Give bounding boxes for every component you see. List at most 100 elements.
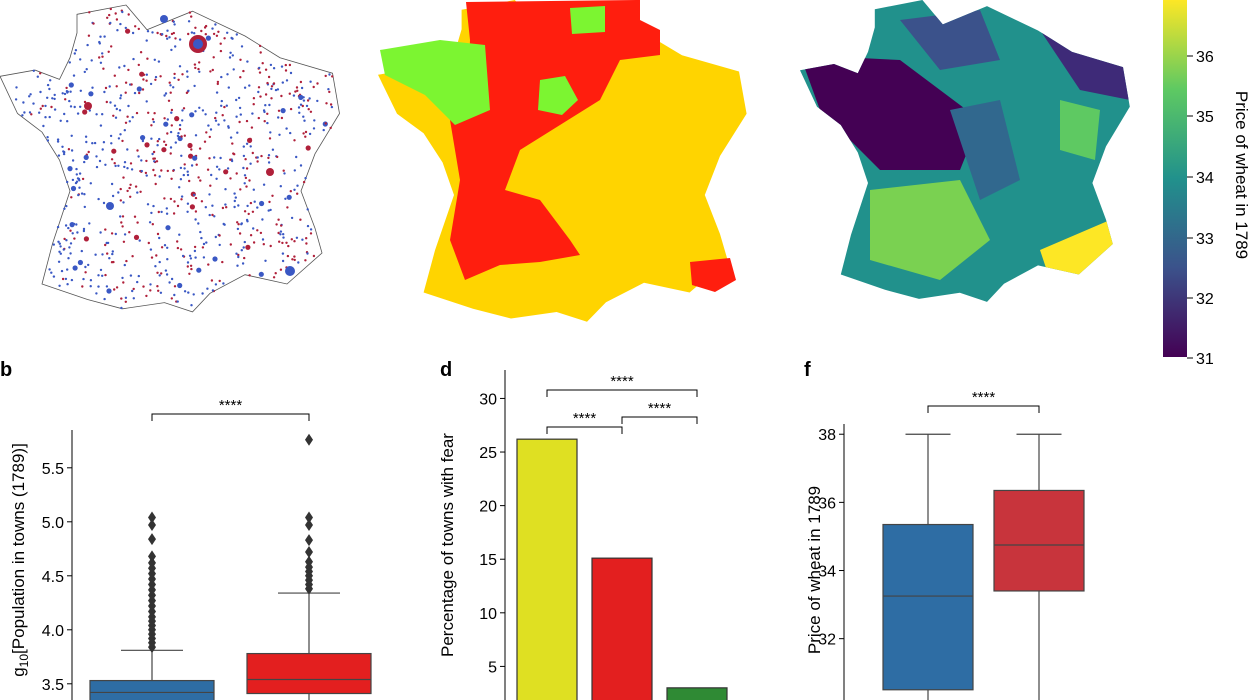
town-dot [257, 116, 260, 120]
bar-red [591, 557, 653, 700]
town-dot [289, 71, 293, 75]
town-dot [81, 177, 85, 181]
outlier-point [305, 519, 313, 532]
town-dot [276, 88, 280, 91]
town-dot [181, 119, 184, 122]
town-dot [187, 20, 191, 23]
town-dot [261, 218, 264, 221]
outlier-point [148, 550, 156, 563]
town-dot [252, 188, 255, 191]
town-dot [149, 289, 152, 292]
significance-bracket [546, 426, 623, 434]
town-dot [147, 241, 150, 245]
town-dot [137, 155, 140, 158]
town-dot [157, 60, 161, 63]
town-dot [118, 109, 122, 112]
town-dot [188, 179, 191, 183]
town-dot [235, 115, 238, 118]
town-dot [57, 260, 61, 263]
town-dot [123, 233, 127, 236]
town-dot [198, 70, 201, 74]
town-dot [211, 27, 214, 30]
town-dot [119, 133, 122, 136]
town-dot [123, 129, 127, 132]
town-dot [103, 90, 106, 94]
town-dot [151, 118, 155, 121]
town-dot [190, 31, 194, 34]
town-dot [179, 248, 183, 251]
town-dot [268, 103, 271, 107]
town-dot [110, 232, 114, 235]
town-dot [215, 34, 219, 37]
town-dot [156, 140, 159, 143]
town-dot [163, 94, 166, 97]
panel-f-ylabel: Price of wheat in 1789 [805, 486, 824, 654]
town-dot [304, 259, 307, 262]
town-dot [172, 212, 176, 215]
town-dot [189, 257, 193, 260]
town-dot [268, 200, 271, 204]
town-dot [269, 208, 272, 212]
town-dot [153, 174, 157, 177]
town-dot [303, 119, 306, 122]
town-dot [111, 148, 117, 154]
town-dot [118, 66, 121, 69]
town-dot [302, 132, 305, 135]
town-dot [67, 148, 71, 151]
town-dot [272, 276, 276, 279]
town-dot [113, 74, 117, 77]
town-dot [103, 35, 106, 38]
town-dot [48, 115, 51, 119]
town-dot [186, 170, 189, 173]
town-dot [64, 224, 68, 227]
town-dot [226, 73, 229, 76]
town-dot [174, 141, 177, 144]
town-dot [91, 142, 94, 145]
town-dot [183, 134, 186, 137]
town-dot [189, 204, 195, 210]
town-dot [113, 288, 116, 291]
y-tick-label: 4.5 [42, 569, 64, 586]
town-dot [252, 97, 256, 100]
town-dot [193, 32, 196, 35]
town-dot-lyon [266, 168, 274, 176]
y-tick-label: 3.5 [42, 677, 64, 694]
town-dot [238, 120, 241, 124]
town-dot [70, 185, 77, 192]
town-dot [204, 206, 207, 209]
town-dot [164, 269, 168, 272]
town-dot [158, 175, 161, 178]
town-dot [105, 100, 109, 104]
town-dot [142, 285, 145, 288]
town-dot [302, 99, 306, 102]
town-dot [88, 91, 94, 97]
town-dot [144, 142, 150, 148]
town-dot [110, 158, 114, 161]
town-dot [131, 289, 134, 293]
town-dot [252, 103, 255, 106]
town-dot [121, 139, 124, 143]
town-dot [187, 89, 190, 93]
town-dot [231, 54, 234, 57]
town-dot [97, 274, 100, 277]
town-dot [272, 82, 276, 85]
town-dot [170, 32, 174, 36]
town-dot [172, 31, 175, 35]
town-dot [296, 184, 299, 187]
town-dot [196, 267, 202, 273]
town-dot [112, 260, 115, 264]
town-dot [85, 68, 88, 71]
town-dot [111, 250, 115, 253]
town-dot [233, 192, 236, 195]
town-dot [197, 176, 200, 179]
outlier-point [148, 511, 156, 524]
town-dot [198, 106, 201, 110]
town-dot [245, 218, 249, 222]
town-dot [245, 142, 249, 145]
town-dot [73, 237, 76, 240]
town-dot [286, 194, 292, 200]
y-tick-label: 5.5 [42, 461, 64, 478]
town-dot [173, 285, 177, 288]
town-dot [309, 228, 313, 231]
town-dot [208, 157, 211, 160]
